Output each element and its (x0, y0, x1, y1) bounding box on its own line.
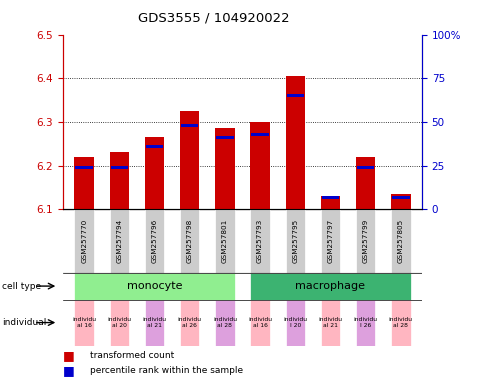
Bar (215, 209, 234, 273)
Text: percentile rank within the sample: percentile rank within the sample (90, 366, 242, 375)
Bar (285, 76, 304, 209)
Bar (250, 273, 409, 300)
Text: GSM257795: GSM257795 (292, 219, 298, 263)
Bar (355, 157, 375, 209)
Bar (76, 166, 92, 169)
Bar (145, 209, 164, 273)
Text: individu
al 21: individu al 21 (142, 317, 166, 328)
Bar (320, 196, 339, 209)
Text: GSM257794: GSM257794 (116, 219, 122, 263)
Text: GSM257793: GSM257793 (257, 219, 262, 263)
Bar (216, 136, 233, 139)
Bar (146, 145, 163, 148)
Bar (250, 122, 269, 209)
Bar (392, 195, 408, 199)
Text: individu
al 28: individu al 28 (388, 317, 412, 328)
Bar (75, 300, 93, 346)
Text: macrophage: macrophage (295, 281, 365, 291)
Bar (285, 209, 304, 273)
Text: individu
al 28: individu al 28 (212, 317, 236, 328)
Text: cell type: cell type (2, 281, 42, 291)
Bar (251, 132, 268, 136)
Text: monocyte: monocyte (126, 281, 182, 291)
Bar (391, 209, 409, 273)
Text: GDS3555 / 104920022: GDS3555 / 104920022 (137, 12, 288, 25)
Text: GSM257798: GSM257798 (186, 219, 192, 263)
Text: individu
al 16: individu al 16 (72, 317, 96, 328)
Bar (109, 300, 129, 346)
Text: ■: ■ (63, 349, 75, 362)
Text: transformed count: transformed count (90, 351, 174, 360)
Bar (320, 300, 339, 346)
Text: individu
l 20: individu l 20 (283, 317, 307, 328)
Bar (145, 137, 164, 209)
Bar (356, 166, 374, 169)
Bar (181, 124, 198, 127)
Text: ■: ■ (63, 364, 75, 377)
Bar (355, 300, 375, 346)
Bar (180, 300, 199, 346)
Bar (75, 273, 234, 300)
Text: individu
al 26: individu al 26 (177, 317, 201, 328)
Bar (320, 209, 339, 273)
Text: individu
al 21: individu al 21 (318, 317, 342, 328)
Bar (391, 194, 409, 209)
Bar (180, 111, 199, 209)
Text: individu
al 20: individu al 20 (107, 317, 131, 328)
Bar (321, 195, 338, 199)
Text: GSM257796: GSM257796 (151, 219, 157, 263)
Bar (109, 152, 129, 209)
Bar (110, 166, 128, 169)
Bar (215, 300, 234, 346)
Bar (286, 94, 303, 97)
Bar (145, 300, 164, 346)
Bar (109, 209, 129, 273)
Bar (75, 209, 93, 273)
Text: GSM257801: GSM257801 (222, 219, 227, 263)
Bar (215, 129, 234, 209)
Bar (391, 300, 409, 346)
Text: individu
l 26: individu l 26 (353, 317, 377, 328)
Bar (285, 300, 304, 346)
Bar (75, 157, 93, 209)
Text: individu
al 16: individu al 16 (248, 317, 272, 328)
Bar (180, 209, 199, 273)
Text: GSM257799: GSM257799 (362, 219, 368, 263)
Bar (250, 209, 269, 273)
Text: GSM257770: GSM257770 (81, 219, 87, 263)
Bar (355, 209, 375, 273)
Text: GSM257797: GSM257797 (327, 219, 333, 263)
Bar (250, 300, 269, 346)
Text: individual: individual (2, 318, 46, 327)
Text: GSM257805: GSM257805 (397, 219, 403, 263)
